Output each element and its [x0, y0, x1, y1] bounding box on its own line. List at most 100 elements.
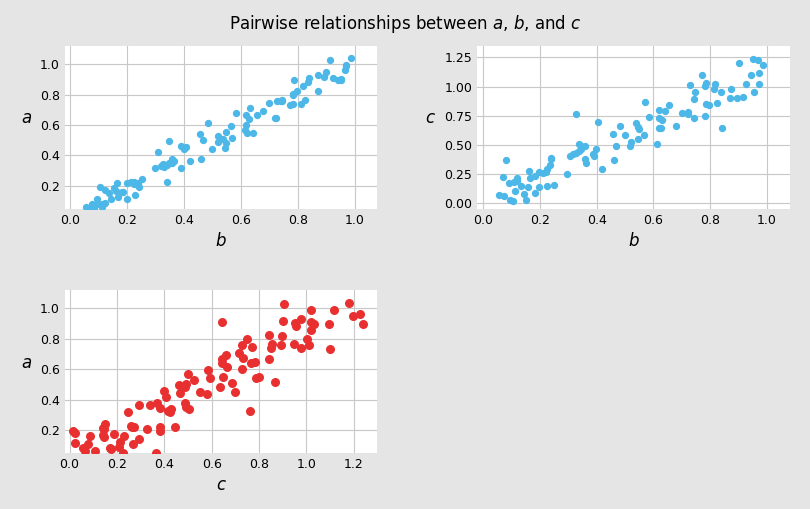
Point — [303, 341, 316, 349]
Point — [132, 183, 145, 191]
Point — [148, 163, 161, 172]
Point — [265, 344, 278, 352]
Point — [166, 155, 179, 163]
Point — [220, 138, 232, 147]
Point — [681, 108, 694, 116]
Point — [128, 423, 141, 431]
Point — [266, 340, 279, 348]
Point — [744, 71, 757, 79]
Point — [269, 378, 282, 386]
Point — [154, 162, 167, 171]
Point — [540, 182, 553, 190]
Point — [262, 355, 275, 363]
Point — [748, 88, 761, 96]
Point — [182, 405, 195, 413]
Point — [98, 199, 111, 207]
Point — [250, 111, 263, 119]
Point — [629, 119, 642, 127]
Point — [194, 155, 207, 163]
Point — [637, 131, 650, 139]
Point — [302, 77, 315, 86]
Point — [179, 383, 192, 391]
Point — [269, 114, 282, 122]
Point — [188, 377, 201, 385]
Point — [226, 134, 239, 142]
Point — [68, 439, 81, 447]
Point — [107, 430, 120, 438]
Point — [240, 110, 253, 119]
Point — [590, 145, 603, 153]
Point — [654, 124, 667, 132]
Point — [514, 182, 527, 190]
Point — [614, 122, 627, 130]
Point — [159, 392, 172, 401]
Point — [121, 195, 134, 204]
Point — [340, 61, 353, 69]
Point — [77, 444, 90, 453]
Point — [153, 404, 166, 412]
Point — [344, 54, 357, 63]
Point — [131, 180, 144, 188]
Point — [220, 128, 232, 136]
Point — [117, 449, 130, 457]
Point — [609, 142, 622, 150]
Point — [573, 140, 586, 148]
Point — [98, 433, 111, 441]
Point — [520, 196, 533, 204]
Point — [580, 159, 593, 167]
Point — [683, 81, 696, 89]
Point — [500, 156, 513, 164]
Point — [506, 197, 519, 205]
Point — [275, 97, 288, 105]
Point — [69, 429, 82, 437]
Point — [290, 322, 303, 330]
Point — [240, 121, 253, 129]
Point — [522, 183, 535, 191]
Point — [153, 428, 166, 436]
Point — [245, 343, 258, 351]
Point — [174, 164, 187, 172]
Point — [109, 187, 122, 195]
Point — [290, 87, 303, 95]
X-axis label: $b$: $b$ — [628, 232, 639, 250]
Point — [183, 157, 196, 165]
Point — [275, 96, 288, 104]
Point — [236, 341, 249, 349]
Point — [544, 161, 556, 169]
Point — [699, 82, 712, 90]
Point — [128, 191, 141, 199]
Point — [752, 80, 765, 89]
Point — [335, 75, 347, 83]
Point — [707, 85, 720, 93]
Point — [217, 135, 230, 143]
Y-axis label: $a$: $a$ — [20, 354, 32, 372]
Point — [652, 114, 665, 122]
Point — [177, 145, 190, 153]
Point — [219, 144, 232, 152]
Point — [288, 75, 301, 83]
Point — [206, 146, 219, 154]
Point — [296, 82, 309, 90]
Point — [122, 408, 134, 416]
Point — [533, 168, 546, 176]
Y-axis label: $a$: $a$ — [20, 109, 32, 127]
Point — [275, 97, 288, 105]
Point — [116, 187, 129, 195]
Point — [263, 331, 276, 339]
Point — [356, 320, 369, 328]
Point — [650, 140, 663, 149]
Point — [724, 85, 737, 93]
Point — [575, 145, 588, 153]
Point — [653, 106, 666, 114]
Point — [121, 179, 134, 187]
Point — [150, 449, 163, 457]
Point — [537, 168, 550, 177]
Point — [161, 407, 174, 415]
Point — [540, 164, 553, 173]
Point — [702, 101, 715, 109]
Point — [175, 143, 188, 151]
Point — [606, 130, 619, 138]
Point — [104, 444, 117, 453]
Point — [103, 444, 116, 453]
Point — [83, 432, 96, 440]
